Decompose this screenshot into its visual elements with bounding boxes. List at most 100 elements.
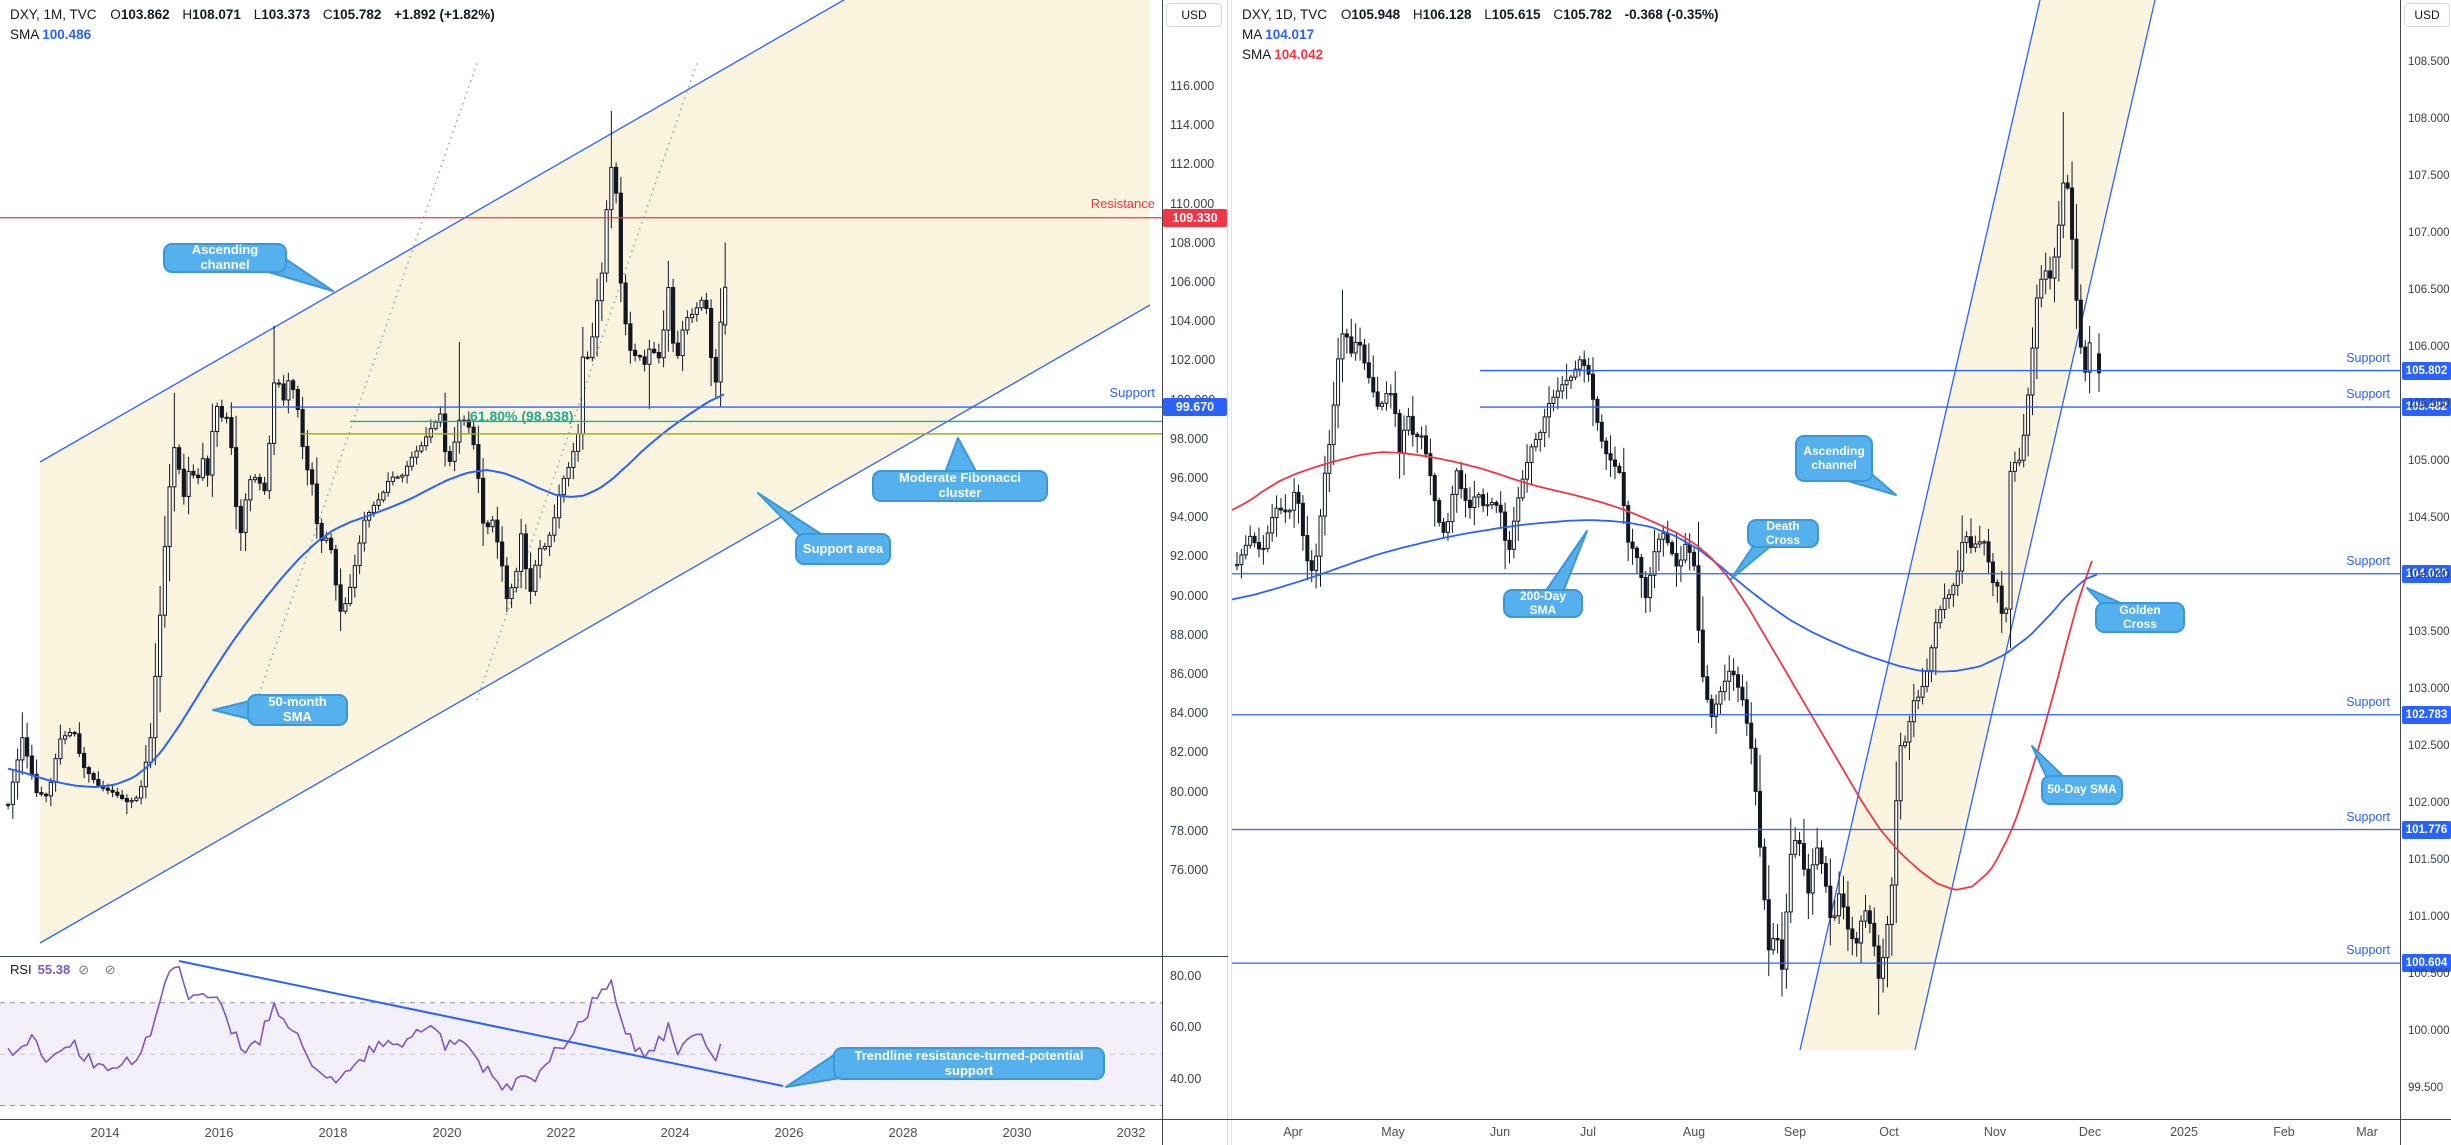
change-value: -0.368 (-0.35%) [1624, 7, 1719, 22]
price-tick: 112.000 [1170, 157, 1215, 172]
annotation-50-month-sma[interactable]: 50-month SMA [247, 694, 348, 726]
close-value: 105.782 [332, 7, 382, 22]
annotation-support-area[interactable]: Support area [795, 533, 891, 565]
price-tick: 107.000 [2408, 227, 2450, 239]
rsi-hide-settings-icons[interactable]: ⊘ ⊘ [78, 962, 122, 977]
price-tick: 84.000 [1170, 706, 1209, 721]
open-value: 105.948 [1351, 7, 1401, 22]
annotation-death-cross[interactable]: Death Cross [1747, 519, 1819, 548]
time-tick: 2026 [774, 1125, 804, 1140]
annotation-50-day-sma[interactable]: 50-Day SMA [2041, 775, 2123, 805]
price-tick: 102.000 [2408, 797, 2450, 809]
time-tick: May [1381, 1125, 1405, 1139]
change-value: +1.892 (+1.82%) [394, 7, 495, 22]
price-tick: 98.000 [1170, 431, 1209, 446]
right-symbol[interactable]: DXY, 1D, TVC [1242, 7, 1328, 22]
resistance-text[interactable]: Resistance [1090, 196, 1155, 211]
right-currency-button[interactable]: USD [2404, 3, 2450, 27]
annotation-golden-cross[interactable]: Golden Cross [2095, 602, 2185, 633]
price-tick: 105.500 [2408, 398, 2450, 410]
rsi-tick: 60.00 [1170, 1020, 1202, 1035]
price-tick: 108.000 [1170, 235, 1216, 250]
price-tick: 103.000 [2408, 683, 2450, 695]
price-tick: 104.000 [2408, 569, 2450, 581]
open-label: O [1340, 7, 1352, 22]
price-badge: 101.776 [2402, 820, 2451, 839]
rsi-value: 55.38 [37, 962, 71, 977]
price-tick: 88.000 [1170, 627, 1209, 642]
price-tick: 116.000 [1170, 79, 1215, 93]
close-label: C [1553, 7, 1564, 22]
price-tick: 103.500 [2408, 626, 2450, 638]
annotation-ascending-channel-left[interactable]: Ascending channel [163, 242, 287, 273]
price-tick: 104.500 [2408, 512, 2450, 524]
time-tick: 2025 [2170, 1125, 2198, 1139]
time-tick: 2028 [888, 1125, 918, 1140]
price-tick: 110.000 [1170, 196, 1215, 211]
ma-value: 104.017 [1265, 27, 1315, 42]
price-tick: 102.000 [1170, 353, 1216, 368]
time-tick: 2018 [318, 1125, 348, 1140]
time-tick: 2032 [1116, 1125, 1146, 1140]
price-badge: 105.482 [2402, 398, 2451, 417]
support-text[interactable]: Support [2346, 553, 2390, 568]
left-currency-button[interactable]: USD [1166, 3, 1222, 27]
price-tick: 106.500 [2408, 284, 2450, 296]
left-chart-legend: DXY, 1M, TVC O103.862 H108.071 L103.373 … [10, 5, 504, 45]
price-tick: 76.000 [1170, 863, 1209, 877]
price-tick: 100.000 [2408, 1025, 2450, 1037]
price-tick: 86.000 [1170, 667, 1209, 681]
time-tick: Apr [1283, 1125, 1303, 1139]
fibonacci-level-label[interactable]: 61.80% (98.938) [470, 408, 574, 424]
price-tick: 80.000 [1170, 784, 1209, 799]
rsi-label[interactable]: RSI [10, 962, 32, 977]
high-label: H [182, 7, 193, 22]
annotation-200-day-sma[interactable]: 200-Day SMA [1503, 589, 1583, 618]
sma-label[interactable]: SMA [10, 27, 39, 42]
left-symbol[interactable]: DXY, 1M, TVC [10, 7, 97, 22]
price-tick: 94.000 [1170, 510, 1209, 525]
price-badge: 109.330 [1163, 208, 1227, 227]
rsi-tick: 40.00 [1170, 1071, 1202, 1086]
price-tick: 100.500 [2408, 968, 2450, 980]
support-text[interactable]: Support [2346, 943, 2390, 958]
price-tick: 104.000 [1170, 314, 1216, 329]
time-tick: Nov [1983, 1125, 2007, 1139]
annotation-ascending-channel-right[interactable]: Ascending channel [1795, 435, 1873, 482]
sma-label[interactable]: SMA [1242, 47, 1271, 62]
high-value: 108.071 [192, 7, 241, 22]
price-tick: 82.000 [1170, 745, 1209, 760]
price-tick: 102.500 [2408, 740, 2450, 752]
time-tick: Mar [2356, 1125, 2378, 1139]
support-text[interactable]: Support [2346, 809, 2390, 824]
sma-value: 100.486 [42, 27, 92, 42]
low-value: 105.615 [1491, 7, 1541, 22]
time-tick: 2024 [660, 1125, 690, 1140]
price-tick: 99.500 [2408, 1082, 2444, 1094]
time-tick: Jul [1580, 1125, 1596, 1139]
price-badge: 104.020 [2402, 564, 2451, 583]
low-value: 103.373 [261, 7, 311, 22]
close-label: C [322, 7, 333, 22]
time-tick: Sep [1783, 1125, 1807, 1139]
support-text[interactable]: Support [2346, 694, 2390, 709]
right-chart-legend: DXY, 1D, TVC O105.948 H106.128 L105.615 … [1242, 5, 1727, 65]
annotation-moderate-fibonacci-cluster[interactable]: Moderate Fibonacci cluster [872, 470, 1048, 502]
support-text[interactable]: Support [1109, 385, 1155, 400]
ma-label[interactable]: MA [1242, 27, 1262, 42]
low-label: L [1484, 7, 1492, 22]
time-tick: Jun [1489, 1125, 1511, 1139]
price-badge: 100.604 [2402, 954, 2451, 973]
support-text[interactable]: Support [2346, 387, 2390, 402]
price-tick: 114.000 [1170, 118, 1215, 133]
price-tick: 108.500 [2408, 56, 2450, 68]
price-tick: 78.000 [1170, 823, 1209, 838]
price-tick: 101.500 [2408, 854, 2450, 866]
price-tick: 92.000 [1170, 549, 1209, 564]
open-label: O [110, 7, 121, 22]
time-tick: 2016 [204, 1125, 234, 1140]
support-text[interactable]: Support [2346, 350, 2390, 365]
annotation-trendline-support[interactable]: Trendline resistance-turned-potential su… [833, 1047, 1105, 1080]
